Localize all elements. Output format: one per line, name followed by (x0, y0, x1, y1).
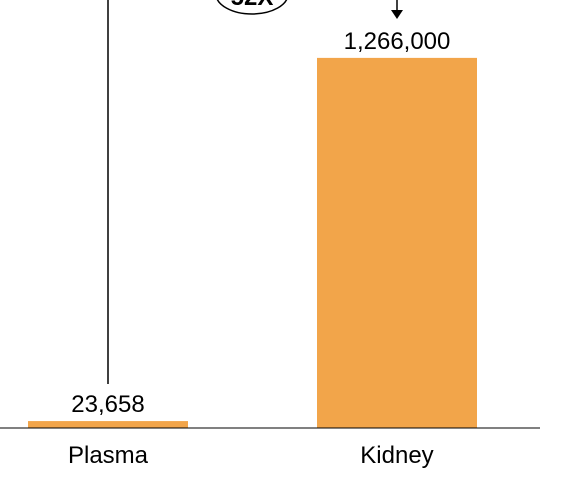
value-label: 23,658 (71, 391, 144, 418)
bar (317, 57, 477, 428)
x-tick-label: Kidney (360, 442, 433, 469)
x-tick-label: Plasma (68, 442, 149, 469)
bar (28, 421, 188, 428)
annotation-ellipse (216, 0, 288, 15)
fold-annotation: 52X (107, 0, 403, 384)
arrow-head (391, 10, 403, 19)
annotation-text: 52X (231, 0, 274, 11)
value-label: 1,266,000 (344, 28, 451, 55)
